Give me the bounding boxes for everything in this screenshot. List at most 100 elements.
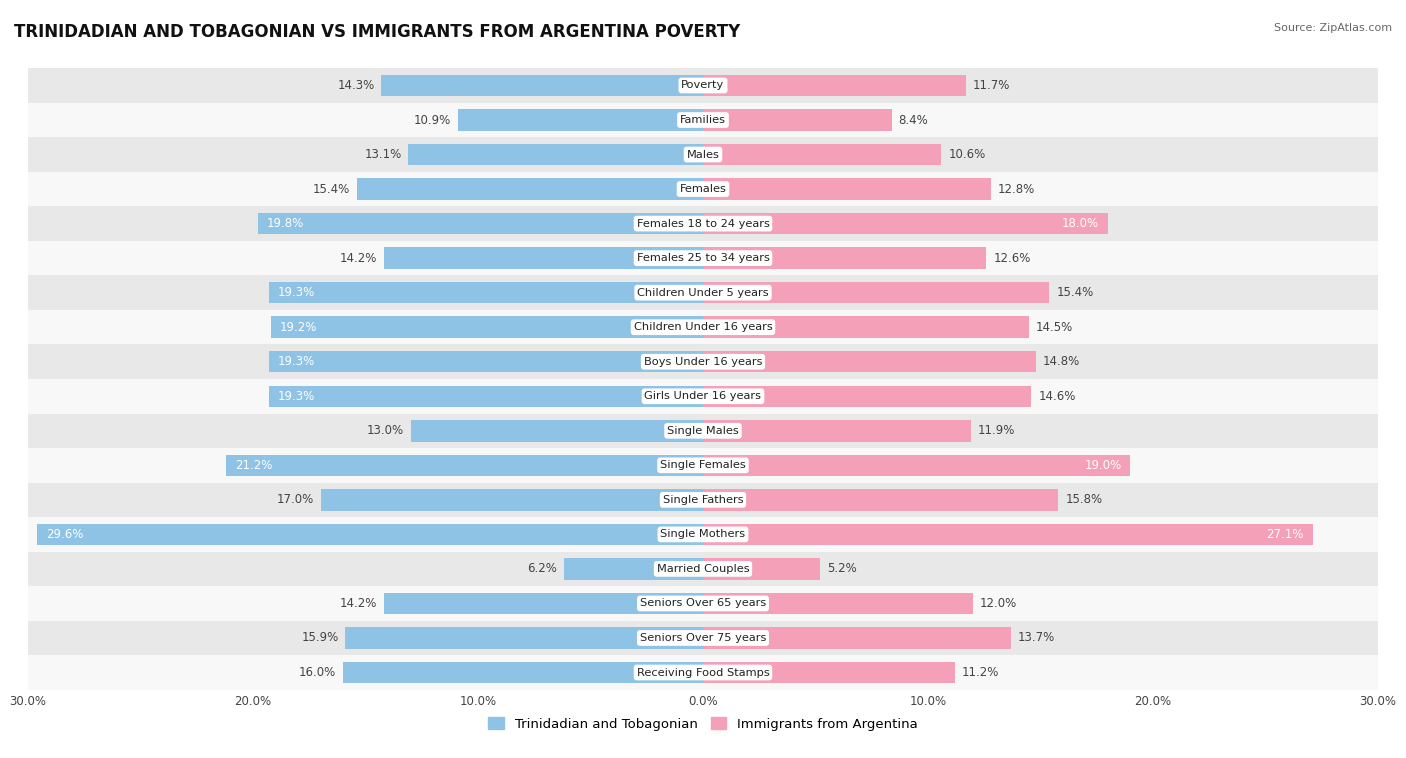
Text: 15.8%: 15.8% [1066, 493, 1102, 506]
Bar [357, 178, 703, 200]
Bar [381, 75, 703, 96]
Bar [384, 247, 703, 269]
Text: Females: Females [679, 184, 727, 194]
Bar [703, 628, 1011, 649]
Bar [703, 178, 991, 200]
Bar [703, 144, 942, 165]
Bar [28, 448, 1378, 483]
Bar [28, 517, 1378, 552]
Text: 11.2%: 11.2% [962, 666, 1000, 679]
Bar [28, 241, 1378, 275]
Bar [458, 109, 703, 130]
Bar [269, 386, 703, 407]
Text: Children Under 5 years: Children Under 5 years [637, 288, 769, 298]
Text: 19.8%: 19.8% [267, 217, 304, 230]
Bar [269, 351, 703, 372]
Text: Poverty: Poverty [682, 80, 724, 90]
Bar [28, 586, 1378, 621]
Text: Seniors Over 75 years: Seniors Over 75 years [640, 633, 766, 643]
Text: Families: Families [681, 115, 725, 125]
Bar [384, 593, 703, 614]
Text: 18.0%: 18.0% [1062, 217, 1099, 230]
Text: TRINIDADIAN AND TOBAGONIAN VS IMMIGRANTS FROM ARGENTINA POVERTY: TRINIDADIAN AND TOBAGONIAN VS IMMIGRANTS… [14, 23, 741, 41]
Bar [703, 662, 955, 683]
Text: 16.0%: 16.0% [299, 666, 336, 679]
Bar [703, 75, 966, 96]
Text: 15.4%: 15.4% [1056, 287, 1094, 299]
Bar [703, 213, 1108, 234]
Bar [703, 386, 1032, 407]
Text: 15.4%: 15.4% [312, 183, 350, 196]
Text: 14.8%: 14.8% [1043, 356, 1080, 368]
Bar [226, 455, 703, 476]
Bar [28, 103, 1378, 137]
Bar [703, 420, 970, 441]
Bar [28, 275, 1378, 310]
Text: Married Couples: Married Couples [657, 564, 749, 574]
Text: 21.2%: 21.2% [235, 459, 273, 471]
Text: Females 25 to 34 years: Females 25 to 34 years [637, 253, 769, 263]
Text: 14.2%: 14.2% [339, 597, 377, 610]
Text: 13.0%: 13.0% [367, 424, 404, 437]
Bar [564, 558, 703, 580]
Bar [411, 420, 703, 441]
Bar [28, 552, 1378, 586]
Text: Females 18 to 24 years: Females 18 to 24 years [637, 218, 769, 229]
Text: 5.2%: 5.2% [827, 562, 856, 575]
Bar [703, 593, 973, 614]
Text: Boys Under 16 years: Boys Under 16 years [644, 357, 762, 367]
Text: Single Fathers: Single Fathers [662, 495, 744, 505]
Text: 17.0%: 17.0% [277, 493, 314, 506]
Text: 19.3%: 19.3% [278, 287, 315, 299]
Bar [703, 282, 1049, 303]
Bar [703, 489, 1059, 511]
Text: 12.8%: 12.8% [998, 183, 1035, 196]
Bar [269, 282, 703, 303]
Text: Single Females: Single Females [661, 460, 745, 470]
Bar [346, 628, 703, 649]
Text: 19.2%: 19.2% [280, 321, 318, 334]
Text: 12.0%: 12.0% [980, 597, 1017, 610]
Text: Girls Under 16 years: Girls Under 16 years [644, 391, 762, 401]
Bar [408, 144, 703, 165]
Text: 10.9%: 10.9% [413, 114, 451, 127]
Text: Source: ZipAtlas.com: Source: ZipAtlas.com [1274, 23, 1392, 33]
Bar [28, 310, 1378, 344]
Bar [37, 524, 703, 545]
Bar [703, 524, 1313, 545]
Bar [28, 344, 1378, 379]
Bar [28, 414, 1378, 448]
Text: 12.6%: 12.6% [993, 252, 1031, 265]
Bar [257, 213, 703, 234]
Text: 11.9%: 11.9% [977, 424, 1015, 437]
Text: 29.6%: 29.6% [46, 528, 83, 541]
Text: 14.2%: 14.2% [339, 252, 377, 265]
Text: 14.6%: 14.6% [1038, 390, 1076, 402]
Bar [703, 247, 987, 269]
Text: Single Males: Single Males [666, 426, 740, 436]
Bar [28, 379, 1378, 414]
Text: Males: Males [686, 149, 720, 159]
Text: Seniors Over 65 years: Seniors Over 65 years [640, 599, 766, 609]
Text: 15.9%: 15.9% [301, 631, 339, 644]
Text: 13.1%: 13.1% [364, 148, 402, 161]
Bar [28, 137, 1378, 172]
Legend: Trinidadian and Tobagonian, Immigrants from Argentina: Trinidadian and Tobagonian, Immigrants f… [482, 712, 924, 736]
Bar [703, 317, 1029, 338]
Bar [321, 489, 703, 511]
Text: 6.2%: 6.2% [527, 562, 557, 575]
Bar [703, 455, 1130, 476]
Text: Single Mothers: Single Mothers [661, 529, 745, 540]
Text: 13.7%: 13.7% [1018, 631, 1054, 644]
Text: 8.4%: 8.4% [898, 114, 928, 127]
Bar [28, 483, 1378, 517]
Bar [703, 109, 891, 130]
Bar [271, 317, 703, 338]
Bar [28, 68, 1378, 103]
Bar [703, 351, 1036, 372]
Bar [28, 621, 1378, 655]
Text: 19.0%: 19.0% [1084, 459, 1122, 471]
Bar [28, 172, 1378, 206]
Bar [28, 206, 1378, 241]
Bar [703, 558, 820, 580]
